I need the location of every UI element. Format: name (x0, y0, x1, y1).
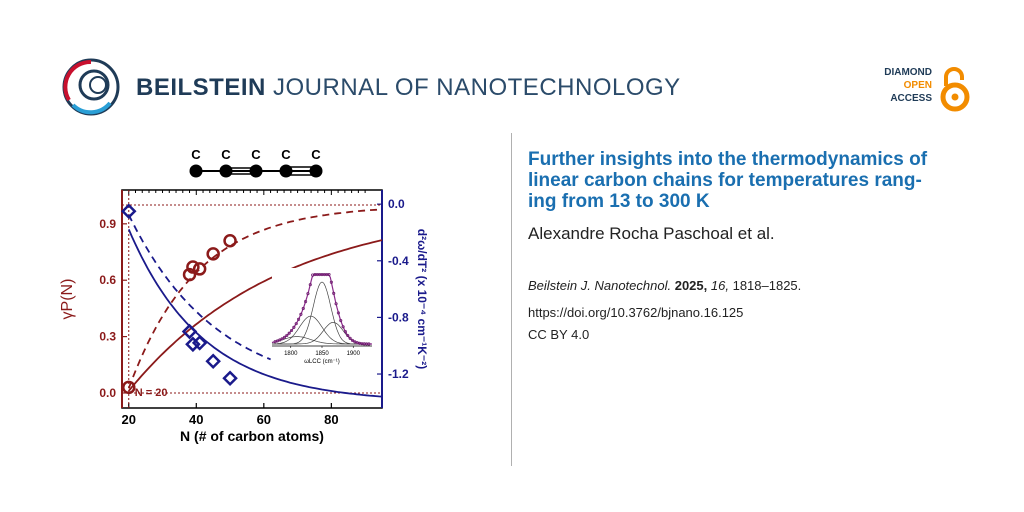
inset-data-point (341, 325, 345, 329)
inset-data-point (350, 338, 355, 342)
license-label: CC BY 4.0 (528, 327, 590, 342)
x-tick-label: 80 (324, 412, 338, 427)
inset-data-point (329, 280, 333, 284)
journal-name: BEILSTEIN JOURNAL OF NANOTECHNOLOGY (136, 74, 681, 102)
y-left-axis-label: γP(N) (59, 279, 76, 320)
inset-data-point (304, 300, 308, 304)
fit-curve-red-solid (128, 239, 383, 392)
inset-data-point (299, 312, 303, 316)
inset-data-point (282, 335, 287, 339)
n-annotation: N = 20 (135, 387, 168, 399)
inset-data-point (297, 317, 301, 321)
data-point-diamond (185, 336, 201, 353)
diamond-open-access-badge: DIAMOND OPEN ACCESS (870, 66, 980, 116)
fit-curve-red-dashed (127, 208, 383, 389)
inset-data-point (294, 322, 298, 326)
fit-curve-blue-solid (127, 229, 383, 398)
molecule-atom-label: C (311, 147, 321, 162)
molecule-atom (219, 164, 233, 178)
inset-component-curve (271, 336, 372, 345)
inset-data-point (348, 336, 352, 340)
doi-link[interactable]: https://doi.org/10.3762/bjnano.16.125 (528, 305, 744, 320)
inset-x-label: ωLCC (cm⁻¹) (304, 359, 340, 365)
molecule-atom (189, 164, 203, 178)
inset-data-point (343, 330, 347, 334)
inset-data-point (292, 325, 296, 329)
data-point-circle (206, 247, 220, 261)
inset-data-point (339, 318, 343, 323)
inset-data-point (308, 283, 312, 287)
beilstein-logo-icon (62, 58, 120, 116)
inset-data-point (285, 333, 289, 337)
inset-data-point (287, 331, 291, 335)
data-point-diamond (205, 353, 221, 370)
badge-line-2: OPEN (903, 80, 932, 91)
journal-name-bold: BEILSTEIN (136, 74, 266, 101)
citation-year: 2025, (674, 278, 708, 293)
molecule-atom (279, 164, 293, 178)
citation-pages: 1818–1825. (732, 278, 802, 293)
y-right-tick-label: 0.0 (388, 197, 405, 211)
article-title-line: Further insights into the thermodynamics… (528, 149, 928, 170)
x-axis-label: N (# of carbon atoms) (180, 428, 324, 444)
data-point-circle (186, 260, 200, 274)
inset-tick-label: 1900 (347, 351, 361, 357)
inset-sum-curve (271, 274, 372, 345)
x-tick-label: 60 (257, 412, 271, 427)
badge-line-3: ACCESS (890, 93, 932, 104)
journal-name-light: JOURNAL OF NANOTECHNOLOGY (273, 74, 681, 101)
y-right-tick-label: -0.8 (388, 310, 409, 324)
y-left-tick-label: 0.9 (99, 217, 116, 231)
badge-line-1: DIAMOND (884, 67, 932, 78)
open-lock-icon (940, 67, 970, 112)
molecule-atom-label: C (281, 147, 291, 162)
molecule-atom (249, 164, 263, 178)
graphical-abstract-chart: C C C C C 20 40 60 80N (# of carbon atoms) 0.0 0.3… (59, 147, 429, 444)
data-point-diamond (222, 370, 238, 387)
data-point-circle (192, 262, 207, 276)
inset-tick-label: 1800 (284, 351, 298, 357)
molecule-atom-label: C (191, 147, 201, 162)
data-point-circle (223, 233, 237, 248)
x-tick-label: 40 (189, 412, 203, 427)
article-authors: Alexandre Rocha Paschoal et al. (528, 224, 775, 243)
y-right-tick-label: -1.2 (388, 367, 409, 381)
inset-data-point (367, 342, 371, 346)
data-point-diamond (181, 323, 198, 340)
article-title-line: ing from 13 to 300 K (528, 191, 710, 212)
data-point-diamond (191, 335, 208, 351)
fit-curve-blue-dashed (127, 214, 271, 361)
inset-data-point (306, 292, 310, 296)
inset-data-point (334, 302, 338, 306)
article-title-line: linear carbon chains for temperatures ra… (528, 170, 922, 191)
inset-data-point (301, 306, 305, 311)
data-point-diamond (120, 203, 137, 220)
article-title[interactable]: Further insights into the thermodynamics… (528, 149, 968, 212)
y-right-axis-label: d²ω/dT² (x 10⁻⁴ cm⁻¹K⁻²) (415, 229, 429, 369)
inset-data-point (327, 273, 331, 277)
inset-tick-label: 1850 (315, 351, 329, 357)
inset-data-point (289, 328, 294, 333)
data-point-circle (182, 267, 197, 282)
citation-volume: 16, (710, 278, 729, 293)
molecule-atom-label: C (221, 147, 231, 162)
article-citation: Beilstein J. Nanotechnol. 2025, 16, 1818… (528, 278, 801, 293)
y-left-tick-label: 0.0 (99, 386, 116, 400)
inset-data-point (336, 311, 340, 315)
inset-data-point (280, 337, 284, 341)
molecule-atom (309, 164, 323, 178)
y-left-tick-label: 0.6 (99, 273, 116, 287)
molecule-atom-label: C (251, 147, 261, 162)
divider (511, 133, 512, 466)
y-right-tick-label: -0.4 (388, 254, 409, 268)
data-point-circle (122, 380, 136, 395)
y-left-tick-label: 0.3 (99, 330, 116, 344)
x-tick-label: 20 (122, 412, 136, 427)
journal-abbrev: Beilstein J. Nanotechnol. (528, 278, 672, 293)
badge-text: DIAMOND OPEN ACCESS (884, 66, 932, 105)
journal-header: BEILSTEIN JOURNAL OF NANOTECHNOLOGY (60, 56, 960, 120)
inset-data-point (346, 333, 350, 338)
inset-data-point (278, 338, 282, 342)
inset-data-point (332, 291, 336, 295)
